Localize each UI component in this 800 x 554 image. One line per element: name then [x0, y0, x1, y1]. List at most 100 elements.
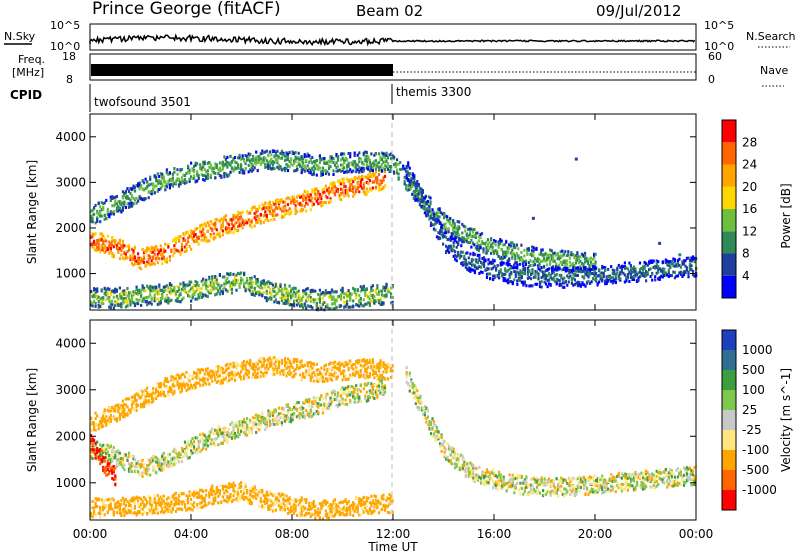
- velocity-cell: [150, 458, 153, 462]
- velocity-cell: [347, 385, 350, 389]
- power-cell: [497, 245, 500, 249]
- power-cell: [283, 301, 287, 305]
- power-cell: [564, 260, 567, 264]
- power-cell: [217, 283, 220, 287]
- power-cell: [241, 221, 244, 225]
- power-cell: [406, 184, 409, 188]
- power-cell: [531, 284, 534, 288]
- power-cell: [135, 285, 138, 289]
- power-cell: [383, 152, 387, 156]
- power-cell: [182, 296, 185, 300]
- power-cell: [124, 297, 127, 301]
- velocity-cell: [282, 414, 285, 418]
- velocity-cell: [109, 457, 112, 461]
- power-cell: [327, 192, 331, 196]
- power-cell: [491, 245, 494, 249]
- power-cell: [221, 218, 224, 222]
- power-cell: [235, 214, 238, 218]
- power-cell: [492, 278, 495, 282]
- velocity-cell: [111, 449, 114, 453]
- power-cell: [94, 304, 97, 308]
- velocity-cell: [188, 443, 191, 447]
- power-cell: [124, 291, 127, 294]
- power-cell: [320, 197, 323, 200]
- power-cell: [118, 257, 121, 261]
- power-cell: [467, 234, 470, 238]
- power-cell: [620, 270, 623, 274]
- power-cell: [352, 286, 355, 290]
- power-cell: [336, 188, 340, 192]
- power-cell: [143, 288, 146, 292]
- power-cell: [300, 155, 303, 159]
- power-cell: [143, 255, 146, 259]
- power-cell: [226, 174, 229, 178]
- power-cell: [419, 190, 422, 194]
- power-cell: [385, 154, 388, 157]
- velocity-cell: [243, 417, 246, 421]
- power-cell: [318, 157, 321, 160]
- power-cell: [538, 262, 541, 266]
- power-cell: [543, 273, 546, 277]
- power-cell: [445, 250, 448, 254]
- power-cell: [108, 213, 111, 217]
- power-cell: [174, 248, 177, 252]
- power-point: [531, 216, 535, 220]
- power-cell: [371, 174, 374, 178]
- power-cell: [309, 159, 312, 162]
- power-cell: [513, 263, 516, 267]
- power-cell: [147, 295, 150, 299]
- power-cell: [320, 307, 323, 311]
- power-cell: [385, 282, 388, 286]
- power-cell: [108, 240, 111, 244]
- power-cell: [279, 200, 282, 204]
- power-cell: [469, 252, 472, 256]
- power-cell: [547, 253, 550, 257]
- velocity-cell: [368, 396, 371, 399]
- velocity-cell: [373, 397, 376, 400]
- power-cell: [279, 296, 282, 300]
- power-cell: [344, 191, 347, 195]
- velocity-cell: [370, 385, 373, 388]
- power-cell: [224, 162, 227, 166]
- power-cell: [277, 289, 281, 293]
- power-cell: [482, 262, 486, 266]
- power-cell: [476, 261, 479, 265]
- power-cell: [199, 226, 202, 230]
- power-cell: [455, 245, 458, 249]
- power-cell: [572, 265, 575, 269]
- power-cell: [367, 177, 370, 181]
- power-cell: [508, 257, 511, 261]
- power-cell: [455, 259, 458, 263]
- velocity-cell: [226, 431, 229, 434]
- power-cell: [112, 295, 115, 299]
- power-cell: [352, 190, 355, 194]
- power-cell: [156, 302, 159, 306]
- power-cell: [611, 279, 614, 283]
- power-cell: [359, 299, 362, 303]
- power-cell: [364, 294, 367, 298]
- power-cell: [297, 289, 300, 293]
- power-cell: [327, 201, 331, 204]
- power-cell: [511, 266, 514, 270]
- velocity-cell: [335, 404, 338, 407]
- power-cell: [167, 296, 170, 300]
- power-cell: [355, 162, 358, 166]
- power-cell: [353, 291, 356, 295]
- power-cell: [588, 272, 592, 276]
- power-cell: [547, 256, 550, 260]
- power-cell: [549, 262, 552, 266]
- power-cell: [259, 283, 262, 287]
- power-cell: [330, 187, 334, 191]
- power-cell: [507, 261, 510, 265]
- power-cell: [196, 172, 199, 176]
- power-cell: [102, 246, 105, 250]
- power-cell: [130, 195, 134, 199]
- power-cell: [294, 208, 297, 212]
- power-cell: [106, 211, 109, 215]
- power-cell: [121, 201, 124, 205]
- power-cell: [158, 285, 161, 289]
- power-cell: [329, 291, 332, 295]
- power-cell: [359, 157, 362, 161]
- power-cell: [555, 282, 558, 286]
- power-cell: [456, 220, 459, 224]
